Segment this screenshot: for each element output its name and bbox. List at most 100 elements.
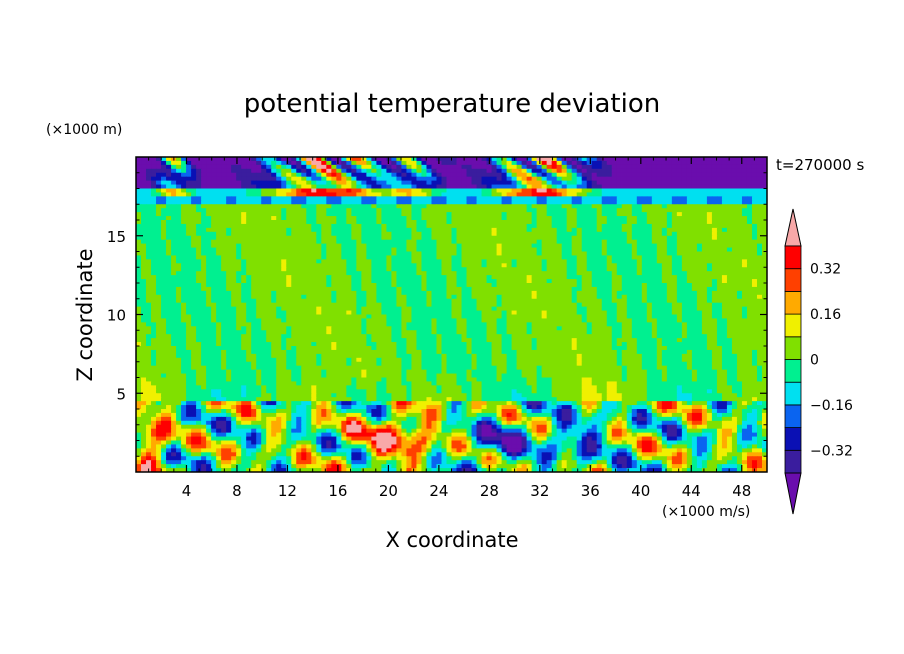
heatmap-cell	[236, 220, 242, 225]
heatmap-cell	[571, 157, 578, 162]
heatmap-cell	[226, 184, 232, 190]
heatmap-cell	[496, 208, 503, 213]
heatmap-cell	[416, 212, 423, 217]
heatmap-cell	[176, 204, 182, 209]
heatmap-cell	[386, 164, 393, 170]
heatmap-cell	[491, 208, 498, 213]
heatmap-cell	[496, 180, 503, 186]
heatmap-cell	[471, 196, 478, 201]
heatmap-cell	[391, 168, 398, 174]
heatmap-cell	[316, 235, 322, 241]
heatmap-cell	[256, 290, 262, 296]
heatmap-cell	[746, 227, 753, 233]
heatmap-cell	[311, 310, 317, 316]
heatmap-cell	[746, 168, 753, 174]
heatmap-cell	[441, 302, 448, 308]
heatmap-cell	[136, 168, 142, 174]
heatmap-cell	[511, 251, 518, 257]
heatmap-cell	[746, 294, 753, 300]
heatmap-cell	[311, 208, 317, 213]
heatmap-cell	[711, 168, 718, 174]
heatmap-cell	[326, 251, 332, 257]
heatmap-cell	[211, 157, 217, 162]
heatmap-cell	[716, 164, 723, 170]
heatmap-cell	[246, 302, 252, 308]
heatmap-cell	[291, 157, 297, 162]
heatmap-cell	[576, 164, 583, 170]
heatmap-cell	[706, 239, 713, 245]
heatmap-cell	[586, 180, 593, 186]
heatmap-cell	[321, 160, 327, 166]
heatmap-cell	[361, 188, 367, 194]
heatmap-cell	[491, 164, 498, 170]
heatmap-cell	[571, 306, 578, 312]
heatmap-cell	[221, 180, 227, 186]
heatmap-cell	[366, 255, 372, 260]
heatmap-cell	[631, 302, 638, 308]
heatmap-cell	[191, 290, 197, 296]
heatmap-cell	[601, 302, 608, 308]
heatmap-cell	[441, 196, 448, 201]
heatmap-cell	[261, 243, 267, 249]
heatmap-cell	[706, 294, 713, 300]
heatmap-cell	[251, 306, 257, 312]
heatmap-cell	[421, 267, 428, 272]
heatmap-cell	[461, 271, 468, 276]
heatmap-cell	[706, 188, 713, 194]
heatmap-cell	[456, 220, 463, 225]
heatmap-cell	[246, 294, 252, 300]
heatmap-cell	[591, 294, 598, 300]
heatmap-cell	[501, 275, 508, 280]
heatmap-cell	[231, 306, 237, 312]
heatmap-cell	[226, 279, 232, 284]
heatmap-cell	[206, 188, 212, 194]
heatmap-cell	[271, 235, 277, 241]
heatmap-cell	[286, 188, 292, 194]
heatmap-cell	[221, 208, 227, 213]
heatmap-cell	[376, 164, 382, 170]
heatmap-cell	[576, 212, 583, 217]
heatmap-cell	[626, 212, 633, 217]
heatmap-cell	[276, 294, 282, 300]
heatmap-cell	[381, 275, 387, 280]
heatmap-cell	[656, 160, 663, 166]
heatmap-cell	[266, 168, 272, 174]
heatmap-cell	[206, 184, 212, 190]
heatmap-cell	[191, 283, 197, 288]
heatmap-cell	[356, 180, 362, 186]
heatmap-cell	[691, 239, 698, 245]
heatmap-cell	[351, 208, 357, 213]
heatmap-cell	[266, 164, 272, 170]
heatmap-cell	[681, 227, 688, 233]
heatmap-cell	[231, 212, 237, 217]
heatmap-cell	[466, 220, 473, 225]
heatmap-cell	[726, 176, 733, 182]
heatmap-cell	[156, 271, 162, 276]
heatmap-cell	[231, 267, 237, 272]
heatmap-cell	[146, 231, 152, 237]
heatmap-cell	[306, 216, 312, 221]
heatmap-cell	[636, 247, 643, 253]
heatmap-cell	[556, 160, 563, 166]
heatmap-cell	[686, 283, 693, 288]
heatmap-cell	[646, 271, 653, 276]
heatmap-cell	[481, 227, 488, 233]
heatmap-cell	[666, 220, 673, 225]
heatmap-cell	[536, 212, 543, 217]
heatmap-cell	[211, 290, 217, 296]
heatmap-cell	[541, 259, 548, 264]
heatmap-cell	[506, 298, 513, 304]
heatmap-cell	[371, 231, 377, 237]
heatmap-cell	[271, 184, 277, 190]
heatmap-cell	[186, 294, 192, 300]
heatmap-cell	[481, 180, 488, 186]
heatmap-cell	[606, 263, 613, 268]
heatmap-cell	[311, 168, 317, 174]
heatmap-cell	[326, 306, 332, 312]
heatmap-cell	[686, 192, 693, 197]
heatmap-cell	[721, 220, 728, 225]
heatmap-cell	[461, 223, 468, 229]
heatmap-cell	[371, 208, 377, 213]
heatmap-cell	[681, 216, 688, 221]
heatmap-cell	[281, 275, 287, 280]
